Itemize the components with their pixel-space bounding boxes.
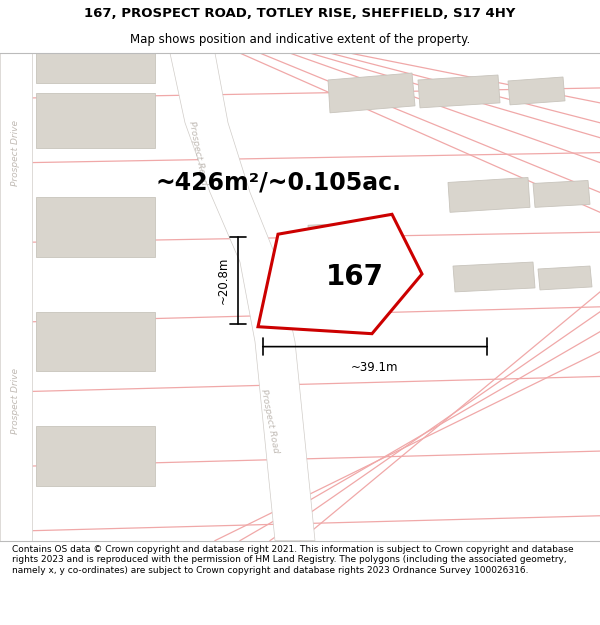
Text: Prospect Drive: Prospect Drive (11, 368, 20, 434)
Text: ~426m²/~0.105ac.: ~426m²/~0.105ac. (155, 171, 401, 194)
Text: Prospect Road: Prospect Road (187, 120, 209, 186)
Polygon shape (36, 93, 155, 148)
Polygon shape (36, 312, 155, 371)
Text: Prospect Drive: Prospect Drive (11, 119, 20, 186)
Polygon shape (453, 262, 535, 292)
Polygon shape (418, 75, 500, 108)
Polygon shape (538, 266, 592, 290)
Polygon shape (0, 53, 32, 541)
Text: 167, PROSPECT ROAD, TOTLEY RISE, SHEFFIELD, S17 4HY: 167, PROSPECT ROAD, TOTLEY RISE, SHEFFIE… (85, 7, 515, 20)
Polygon shape (448, 177, 530, 212)
Text: Prospect Road: Prospect Road (259, 389, 281, 454)
Text: Map shows position and indicative extent of the property.: Map shows position and indicative extent… (130, 33, 470, 46)
Text: ~20.8m: ~20.8m (217, 257, 230, 304)
Polygon shape (308, 222, 375, 257)
Polygon shape (308, 274, 375, 307)
Text: ~39.1m: ~39.1m (351, 361, 399, 374)
Text: Contains OS data © Crown copyright and database right 2021. This information is : Contains OS data © Crown copyright and d… (12, 545, 574, 574)
Polygon shape (508, 77, 565, 105)
Polygon shape (36, 198, 155, 257)
Polygon shape (170, 53, 315, 541)
Polygon shape (36, 53, 155, 83)
Polygon shape (258, 214, 422, 334)
Text: 167: 167 (326, 263, 384, 291)
Polygon shape (36, 426, 155, 486)
Polygon shape (533, 181, 590, 208)
Polygon shape (328, 73, 415, 113)
